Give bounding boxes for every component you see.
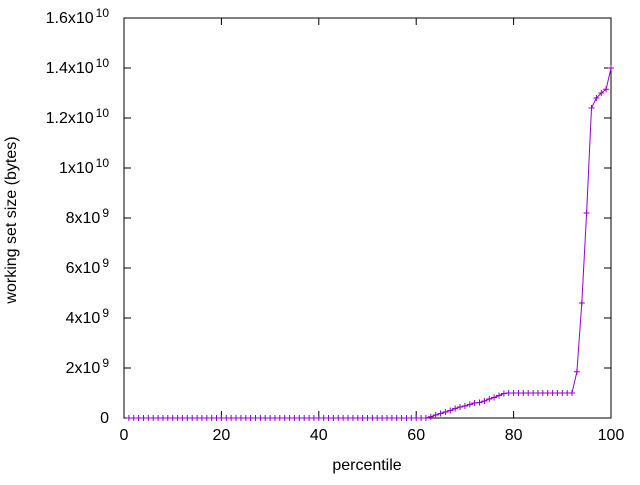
plot-border-rect [123,17,612,419]
y-tick-label: 4x10 9 [66,306,110,327]
y-tick-label: 1.2x10 10 [46,106,110,127]
series-line [128,67,612,419]
y-tick-label: 8x10 9 [66,206,110,227]
x-axis-title: percentile [332,457,401,474]
x-tick-label: 80 [505,427,523,444]
data-series [125,65,614,421]
x-tick-label: 100 [598,427,625,444]
axis-ticks [123,17,612,419]
x-tick-label: 20 [213,427,231,444]
tick-labels: 0 20 40 60 80 100 0 2x10 9 4x10 9 6x10 9 8x10 9 1x10 10 1… [46,6,625,444]
x-tick-label: 0 [120,427,129,444]
y-tick-label: 2x10 9 [66,356,110,377]
y-tick-label: 0 [100,410,109,427]
x-tick-label: 60 [407,427,425,444]
y-tick-label: 1.4x10 10 [46,56,110,77]
y-tick-label: 1.6x10 10 [46,6,110,27]
y-tick-label: 6x10 9 [66,256,110,277]
series-plus-markers [125,65,614,421]
y-axis-title: working set size (bytes) [3,136,20,304]
x-tick-label: 40 [310,427,328,444]
y-tick-label: 1x10 10 [59,156,109,177]
plot-border [123,17,612,419]
